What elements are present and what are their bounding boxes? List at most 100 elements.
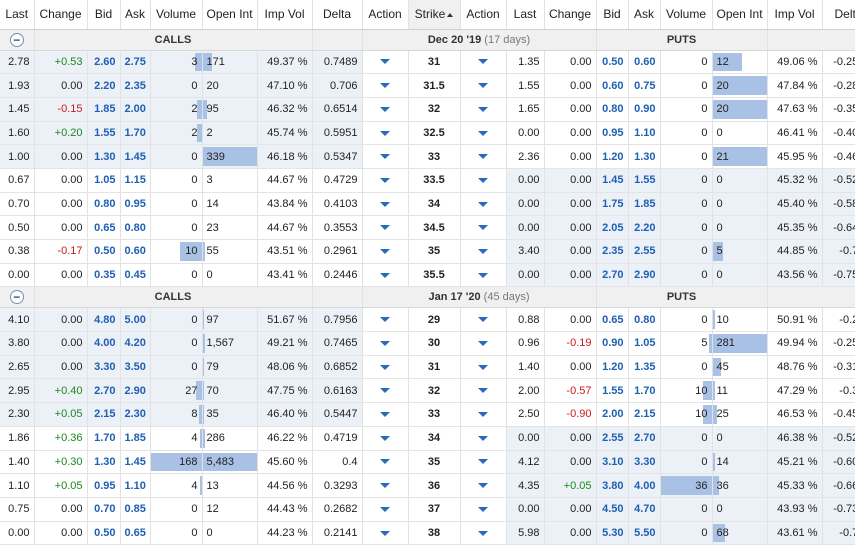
dropdown-caret-icon[interactable] xyxy=(380,272,390,278)
dropdown-caret-icon[interactable] xyxy=(380,483,390,489)
col-header-strike[interactable]: Strike xyxy=(408,0,461,30)
put-bid[interactable]: 1.75 xyxy=(596,192,629,217)
call-action-dropdown[interactable] xyxy=(362,97,409,122)
collapse-minus-icon[interactable]: − xyxy=(9,32,24,47)
put-ask[interactable]: 1.05 xyxy=(628,331,661,356)
put-action-dropdown[interactable] xyxy=(460,168,507,193)
call-action-dropdown[interactable] xyxy=(362,50,409,75)
put-ask[interactable]: 4.00 xyxy=(628,473,661,498)
dropdown-caret-icon[interactable] xyxy=(380,154,390,160)
call-ask[interactable]: 1.10 xyxy=(120,473,151,498)
call-action-dropdown[interactable] xyxy=(362,192,409,217)
col-header-put-delta[interactable]: Delta xyxy=(822,0,855,30)
option-row[interactable]: 3.80 0.00 4.00 4.20 0 1,567 49.21 % 0.7465 30 0.9… xyxy=(0,331,855,356)
dropdown-caret-icon[interactable] xyxy=(478,130,488,136)
call-bid[interactable]: 0.70 xyxy=(87,497,121,522)
call-action-dropdown[interactable] xyxy=(362,426,409,451)
option-row[interactable]: 1.00 0.00 1.30 1.45 0 339 46.18 % 0.5347 33 2.36 0… xyxy=(0,144,855,169)
put-bid[interactable]: 2.05 xyxy=(596,215,629,240)
collapse-minus-icon[interactable]: − xyxy=(9,290,24,305)
dropdown-caret-icon[interactable] xyxy=(380,341,390,346)
call-ask[interactable]: 0.45 xyxy=(120,263,151,288)
put-bid[interactable]: 1.20 xyxy=(596,144,629,169)
dropdown-caret-icon[interactable] xyxy=(478,459,488,465)
dropdown-caret-icon[interactable] xyxy=(380,364,390,370)
call-bid[interactable]: 1.55 xyxy=(87,121,121,146)
option-row[interactable]: 2.95 +0.40 2.70 2.90 27 70 47.75 % 0.6163 32 2.00… xyxy=(0,378,855,404)
call-action-dropdown[interactable] xyxy=(362,215,409,240)
call-bid[interactable]: 1.30 xyxy=(87,450,121,475)
call-action-dropdown[interactable] xyxy=(362,450,409,475)
option-row[interactable]: 0.50 0.00 0.65 0.80 0 23 44.67 % 0.3553 34.5 0.00… xyxy=(0,215,855,240)
dropdown-caret-icon[interactable] xyxy=(478,225,488,231)
call-ask[interactable]: 0.85 xyxy=(120,497,151,522)
option-row[interactable]: 0.00 0.00 0.50 0.65 0 0 44.23 % 0.2141 38 5.98 0.0… xyxy=(0,521,855,546)
put-ask[interactable]: 3.30 xyxy=(628,450,661,475)
put-action-dropdown[interactable] xyxy=(460,97,507,122)
put-ask[interactable]: 2.55 xyxy=(628,239,661,264)
call-ask[interactable]: 2.00 xyxy=(120,97,151,122)
put-bid[interactable]: 0.65 xyxy=(596,307,629,333)
put-action-dropdown[interactable] xyxy=(460,263,507,288)
put-ask[interactable]: 1.30 xyxy=(628,144,661,169)
col-header-call-ask[interactable]: Ask xyxy=(120,0,151,30)
put-action-dropdown[interactable] xyxy=(460,402,507,427)
option-row[interactable]: 4.10 0.00 4.80 5.00 0 97 51.67 % 0.7956 29 0.88 0.… xyxy=(0,307,855,333)
put-action-dropdown[interactable] xyxy=(460,50,507,75)
dropdown-caret-icon[interactable] xyxy=(478,506,488,512)
dropdown-caret-icon[interactable] xyxy=(380,435,390,441)
col-header-call-last[interactable]: Last xyxy=(0,0,35,30)
col-header-put-open-int[interactable]: Open Int xyxy=(712,0,768,30)
put-action-dropdown[interactable] xyxy=(460,473,507,498)
option-row[interactable]: 2.30 +0.05 2.15 2.30 8 35 46.40 % 0.5447 33 2.50-… xyxy=(0,402,855,427)
put-action-dropdown[interactable] xyxy=(460,521,507,546)
call-bid[interactable]: 0.80 xyxy=(87,192,121,217)
call-ask[interactable]: 1.15 xyxy=(120,168,151,193)
call-action-dropdown[interactable] xyxy=(362,497,409,522)
collapse-toggle-cell[interactable]: − xyxy=(0,286,35,309)
option-row[interactable]: 1.86 +0.36 1.70 1.85 4 286 46.22 % 0.4719 34 0.00… xyxy=(0,426,855,451)
dropdown-caret-icon[interactable] xyxy=(478,530,488,536)
col-header-call-bid[interactable]: Bid xyxy=(87,0,121,30)
dropdown-caret-icon[interactable] xyxy=(478,435,488,441)
call-bid[interactable]: 2.15 xyxy=(87,402,121,427)
call-ask[interactable]: 4.20 xyxy=(120,331,151,356)
option-row[interactable]: 2.65 0.00 3.30 3.50 0 79 48.06 % 0.6852 31 1.40 0.… xyxy=(0,355,855,380)
call-bid[interactable]: 1.85 xyxy=(87,97,121,122)
put-ask[interactable]: 0.60 xyxy=(628,50,661,75)
col-header-put-last[interactable]: Last xyxy=(506,0,545,30)
option-row[interactable]: 1.10 +0.05 0.95 1.10 4 13 44.56 % 0.3293 36 4.35 +… xyxy=(0,473,855,498)
put-ask[interactable]: 5.50 xyxy=(628,521,661,546)
call-action-dropdown[interactable] xyxy=(362,239,409,264)
put-ask[interactable]: 1.70 xyxy=(628,378,661,404)
dropdown-caret-icon[interactable] xyxy=(478,364,488,370)
col-header-put-volume[interactable]: Volume xyxy=(660,0,713,30)
call-bid[interactable]: 3.30 xyxy=(87,355,121,380)
put-ask[interactable]: 0.90 xyxy=(628,97,661,122)
col-header-put-action[interactable]: Action xyxy=(460,0,507,30)
put-bid[interactable]: 2.70 xyxy=(596,263,629,288)
put-bid[interactable]: 0.80 xyxy=(596,97,629,122)
option-row[interactable]: 1.40 +0.30 1.30 1.45 168 5,483 45.60 % 0.4 35 4.1… xyxy=(0,450,855,475)
put-action-dropdown[interactable] xyxy=(460,73,507,98)
dropdown-caret-icon[interactable] xyxy=(380,59,390,65)
put-action-dropdown[interactable] xyxy=(460,192,507,217)
dropdown-caret-icon[interactable] xyxy=(380,248,390,254)
put-ask[interactable]: 2.70 xyxy=(628,426,661,451)
dropdown-caret-icon[interactable] xyxy=(478,201,488,207)
call-bid[interactable]: 0.50 xyxy=(87,521,121,546)
col-header-call-open-int[interactable]: Open Int xyxy=(202,0,258,30)
option-row[interactable]: 0.00 0.00 0.35 0.45 0 0 43.41 % 0.2446 35.5 0.00 0… xyxy=(0,263,855,288)
call-bid[interactable]: 0.50 xyxy=(87,239,121,264)
dropdown-caret-icon[interactable] xyxy=(380,177,390,183)
put-bid[interactable]: 5.30 xyxy=(596,521,629,546)
put-action-dropdown[interactable] xyxy=(460,378,507,404)
put-ask[interactable]: 2.90 xyxy=(628,263,661,288)
call-action-dropdown[interactable] xyxy=(362,73,409,98)
put-ask[interactable]: 2.20 xyxy=(628,215,661,240)
col-header-put-imp-vol[interactable]: Imp Vol xyxy=(767,0,823,30)
put-bid[interactable]: 3.80 xyxy=(596,473,629,498)
option-row[interactable]: 0.75 0.00 0.70 0.85 0 12 44.43 % 0.2682 37 0.00 0.… xyxy=(0,497,855,522)
call-action-dropdown[interactable] xyxy=(362,307,409,333)
put-ask[interactable]: 1.10 xyxy=(628,121,661,146)
